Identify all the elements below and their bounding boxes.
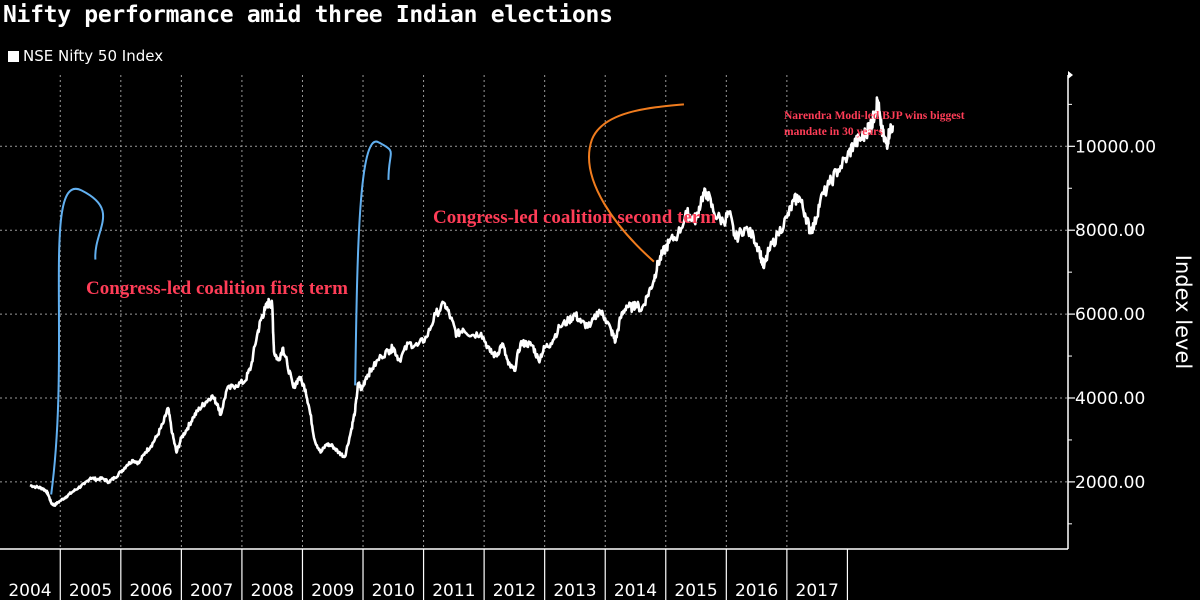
x-tick-label: 2007 bbox=[190, 581, 233, 600]
y-tick-labels: 2000.00 4000.00 6000.00 8000.00 10000.00 bbox=[1075, 137, 1156, 493]
x-tick-label: 2012 bbox=[493, 581, 536, 600]
x-tick-label: 2004 bbox=[8, 581, 51, 600]
annotation-text-modi-line: mandate in 30 years bbox=[784, 126, 883, 138]
x-tick-label: 2006 bbox=[129, 581, 172, 600]
axis bbox=[0, 71, 1073, 550]
annotation-line-first-term bbox=[50, 187, 105, 495]
x-tick-label: 2016 bbox=[735, 581, 778, 600]
x-tick-label: 2010 bbox=[372, 581, 415, 600]
y-axis-title: Index level bbox=[1171, 255, 1195, 369]
x-tick-label: 2008 bbox=[251, 581, 294, 600]
x-tick-label: 2017 bbox=[796, 581, 839, 600]
y-tick-label: 8000.00 bbox=[1075, 221, 1145, 241]
legend-label: NSE Nifty 50 Index bbox=[23, 47, 164, 65]
x-tick-label: 2005 bbox=[69, 581, 112, 600]
annotation-text-modi-line: Narendra Modi-led BJP wins biggest bbox=[784, 110, 965, 122]
x-tick-label: 2011 bbox=[432, 581, 475, 600]
y-tick-label: 4000.00 bbox=[1075, 389, 1145, 409]
annotations: Congress-led coalition first term Congres… bbox=[50, 103, 965, 495]
tick-marks bbox=[59, 103, 1075, 600]
x-tick-label: 2013 bbox=[553, 581, 596, 600]
legend: NSE Nifty 50 Index bbox=[8, 47, 163, 65]
y-tick-label: 2000.00 bbox=[1075, 473, 1145, 493]
annotation-text-first-term: Congress-led coalition first term bbox=[86, 278, 348, 299]
grid-lines bbox=[0, 75, 1068, 549]
x-tick-labels: 2004 2005 2006 2007 2008 2009 2010 2011 2012 2013… bbox=[8, 581, 838, 600]
annotation-line-modi bbox=[588, 103, 685, 263]
x-tick-label: 2015 bbox=[674, 581, 717, 600]
legend-swatch bbox=[8, 50, 19, 62]
x-tick-label: 2014 bbox=[614, 581, 657, 600]
chart-title: Nifty performance amid three Indian elec… bbox=[3, 2, 613, 28]
y-tick-label: 6000.00 bbox=[1075, 305, 1145, 325]
x-tick-label: 2009 bbox=[311, 581, 354, 600]
annotation-line-second-term bbox=[354, 140, 392, 386]
y-axis-arrow bbox=[1068, 71, 1073, 79]
y-tick-label: 10000.00 bbox=[1075, 137, 1156, 157]
annotation-text-second-term: Congress-led coalition second term bbox=[433, 207, 716, 228]
series-group bbox=[29, 96, 895, 507]
series-line-nifty bbox=[29, 96, 895, 507]
